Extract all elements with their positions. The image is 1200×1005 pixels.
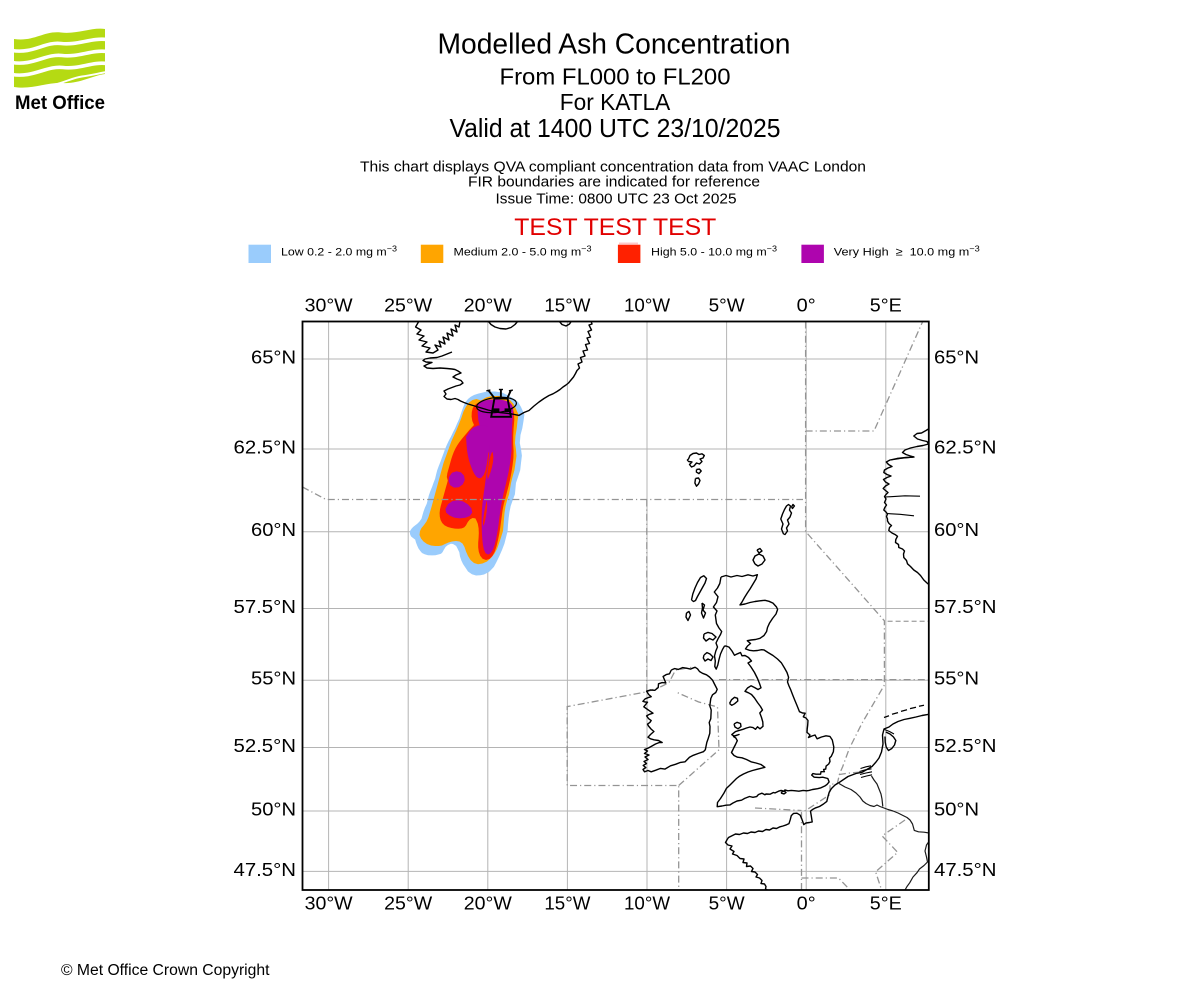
svg-text:Low 0.2 - 2.0 mg m−3: Low 0.2 - 2.0 mg m −3 [281,243,397,258]
svg-text:50°N: 50°N [251,798,296,819]
svg-text:10°W: 10°W [624,893,671,914]
svg-text:Valid at 1400 UTC 23/10/2025: Valid at 1400 UTC 23/10/2025 [450,115,781,143]
svg-text:Very High ≥ 10.0 mg m−3: Very High ≥ 10.0 mg m −3 [834,243,980,258]
svg-text:60°N: 60°N [251,519,296,540]
svg-text:30°W: 30°W [305,893,354,914]
svg-text:47.5°N: 47.5°N [234,859,297,880]
svg-text:25°W: 25°W [384,295,433,316]
svg-text:57.5°N: 57.5°N [934,596,997,617]
svg-text:5°W: 5°W [709,893,746,914]
svg-text:65°N: 65°N [251,346,296,367]
svg-text:5°W: 5°W [709,295,746,316]
svg-text:47.5°N: 47.5°N [934,859,997,880]
svg-text:57.5°N: 57.5°N [234,596,297,617]
svg-text:55°N: 55°N [934,668,979,689]
svg-text:20°W: 20°W [464,893,513,914]
svg-text:Issue Time: 0800 UTC 23 Oct 20: Issue Time: 0800 UTC 23 Oct 2025 [496,191,737,208]
svg-text:From FL000 to FL200: From FL000 to FL200 [500,63,731,89]
svg-text:5°E: 5°E [870,893,902,914]
svg-text:0°: 0° [797,295,816,316]
svg-text:FIR boundaries are indicated f: FIR boundaries are indicated for referen… [468,174,760,191]
svg-text:15°W: 15°W [544,295,591,316]
svg-text:Met Office: Met Office [15,92,105,114]
svg-text:65°N: 65°N [934,346,979,367]
svg-text:Modelled Ash Concentration: Modelled Ash Concentration [438,29,791,61]
svg-text:0°: 0° [797,893,816,914]
svg-text:62.5°N: 62.5°N [234,436,297,457]
svg-text:TEST TEST TEST: TEST TEST TEST [514,215,716,241]
svg-text:25°W: 25°W [384,893,433,914]
svg-text:High 5.0 - 10.0 mg m−3: High 5.0 - 10.0 mg m −3 [651,243,777,258]
svg-text:© Met Office Crown Copyright: © Met Office Crown Copyright [61,962,270,979]
svg-text:30°W: 30°W [305,295,354,316]
svg-text:This chart displays QVA compli: This chart displays QVA compliant concen… [360,159,866,176]
svg-text:For KATLA: For KATLA [560,89,671,115]
svg-text:10°W: 10°W [624,295,671,316]
svg-text:52.5°N: 52.5°N [234,735,297,756]
svg-text:5°E: 5°E [870,295,902,316]
svg-text:52.5°N: 52.5°N [934,735,997,756]
svg-text:50°N: 50°N [934,798,979,819]
svg-text:60°N: 60°N [934,519,979,540]
svg-text:Medium 2.0 - 5.0 mg m−3: Medium 2.0 - 5.0 mg m −3 [454,243,592,258]
svg-text:62.5°N: 62.5°N [934,436,997,457]
svg-text:55°N: 55°N [251,668,296,689]
svg-text:15°W: 15°W [544,893,591,914]
svg-text:20°W: 20°W [464,295,513,316]
